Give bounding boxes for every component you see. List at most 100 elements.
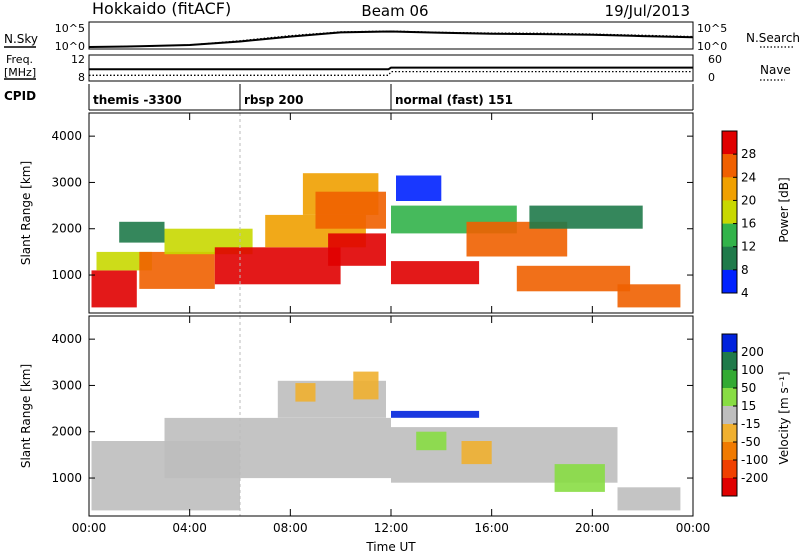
nsearch-label: N.Search — [746, 31, 800, 45]
colorbar-swatch — [722, 177, 737, 201]
y-tick-label: 3000 — [51, 378, 82, 392]
colorbar-tick-label: 16 — [741, 217, 756, 231]
heatmap-patch — [214, 247, 341, 285]
x-tick-label: 00:00 — [72, 521, 107, 535]
nave-series — [89, 70, 693, 76]
heatmap-patch — [617, 487, 681, 511]
heatmap-patch — [529, 205, 643, 229]
colorbar-swatch — [722, 478, 737, 497]
colorbar-tick-label: -50 — [741, 435, 761, 449]
x-tick-label: 16:00 — [474, 521, 509, 535]
freq-tick-hi: 12 — [71, 53, 85, 66]
colorbar-swatch — [722, 424, 737, 443]
freq-panel — [88, 54, 694, 82]
station-title: Hokkaido (fitACF) — [92, 0, 231, 18]
heatmap-patch — [328, 233, 386, 266]
colorbar-swatch — [722, 370, 737, 389]
velocity-panel: 1000 2000 3000 4000 00:00 04:00 08:00 12:00 16:… — [51, 315, 711, 535]
velocity-colorbar-label: Velocity [m s⁻¹] — [777, 371, 791, 464]
nsky-tick-lo: 10^0 — [55, 40, 85, 53]
velocity-ylabel: Slant Range [km] — [19, 364, 33, 468]
y-tick-label: 1000 — [51, 471, 82, 485]
nave-tick-lo: 0 — [708, 71, 715, 84]
nsky-series — [88, 30, 694, 48]
colorbar-swatch — [722, 131, 737, 155]
freq-label-1: Freq. — [6, 53, 33, 66]
y-tick-label: 2000 — [51, 222, 82, 236]
power-colorbar: 28 24 20 16 12 8 4 Power [dB] — [721, 130, 791, 300]
colorbar-tick-label: 20 — [741, 193, 756, 207]
nsky-tick-hi: 10^5 — [55, 22, 85, 35]
colorbar-swatch — [722, 406, 737, 425]
heatmap-patch — [461, 441, 492, 465]
cpid-segment-label: themis -3300 — [93, 93, 182, 107]
heatmap-patch — [416, 431, 447, 451]
heatmap-patch — [315, 191, 386, 229]
heatmap-patch — [91, 270, 137, 308]
colorbar-tick-label: 8 — [741, 263, 749, 277]
heatmap-patch — [391, 261, 480, 285]
nave-tick-hi: 60 — [708, 53, 722, 66]
colorbar-tick-label: 12 — [741, 240, 756, 254]
x-tick-label: 20:00 — [575, 521, 610, 535]
colorbar-swatch — [722, 200, 737, 224]
nsearch-tick-hi: 10^5 — [697, 22, 727, 35]
colorbar-tick-label: 4 — [741, 286, 749, 300]
date-title: 19/Jul/2013 — [605, 2, 690, 20]
colorbar-swatch — [722, 442, 737, 461]
power-panel: 1000 2000 3000 4000 — [51, 112, 694, 314]
colorbar-tick-label: 15 — [741, 399, 756, 413]
velocity-colorbar: 200 100 50 15 -15 -50 -100 -200 Velocity [m s⁻¹… — [721, 333, 791, 497]
freq-series — [89, 66, 693, 71]
colorbar-tick-label: -100 — [741, 453, 768, 467]
colorbar-swatch — [722, 154, 737, 178]
nave-label: Nave — [760, 63, 791, 77]
heatmap-patch — [396, 175, 442, 201]
x-tick-label: 00:00 — [676, 521, 711, 535]
freq-tick-lo: 8 — [78, 71, 85, 84]
colorbar-tick-label: 50 — [741, 381, 756, 395]
heatmap-patch — [139, 251, 215, 289]
colorbar-tick-label: 24 — [741, 170, 756, 184]
colorbar-swatch — [722, 246, 737, 271]
heatmap-patch — [554, 464, 605, 492]
x-tick-label: 12:00 — [374, 521, 409, 535]
colorbar-tick-label: 200 — [741, 345, 764, 359]
colorbar-tick-label: 28 — [741, 147, 756, 161]
time-axis-label: Time UT — [365, 540, 416, 554]
cpid-segment-label: normal (fast) 151 — [395, 93, 513, 107]
heatmap-patch — [391, 410, 480, 418]
cpid-segment-label: rbsp 200 — [244, 93, 303, 107]
colorbar-tick-label: -200 — [741, 471, 768, 485]
y-tick-label: 4000 — [51, 332, 82, 346]
heatmap-patch — [516, 265, 631, 292]
colorbar-swatch — [722, 223, 737, 247]
freq-label-2: [MHz] — [4, 66, 36, 79]
nsky-label: N.Sky — [4, 32, 38, 46]
heatmap-patch — [353, 371, 379, 400]
power-ylabel: Slant Range [km] — [19, 161, 33, 265]
y-tick-label: 4000 — [51, 129, 82, 143]
colorbar-tick-label: -15 — [741, 417, 761, 431]
colorbar-swatch — [722, 269, 737, 294]
y-tick-label: 1000 — [51, 268, 82, 282]
y-tick-label: 3000 — [51, 175, 82, 189]
nsearch-tick-lo: 10^0 — [697, 40, 727, 53]
y-tick-label: 2000 — [51, 425, 82, 439]
x-tick-label: 08:00 — [273, 521, 308, 535]
beam-title: Beam 06 — [361, 2, 428, 20]
heatmap-patch — [164, 417, 391, 479]
colorbar-swatch — [722, 388, 737, 407]
colorbar-swatch — [722, 334, 737, 353]
nsky-panel — [88, 21, 694, 50]
colorbar-tick-label: 100 — [741, 363, 764, 377]
heatmap-patch — [617, 284, 681, 308]
x-tick-label: 04:00 — [172, 521, 207, 535]
colorbar-swatch — [722, 460, 737, 479]
heatmap-patch — [96, 251, 152, 271]
colorbar-swatch — [722, 352, 737, 371]
colorbar-frame — [721, 130, 738, 294]
heatmap-patch — [295, 383, 316, 402]
cpid-label: CPID — [4, 89, 36, 103]
